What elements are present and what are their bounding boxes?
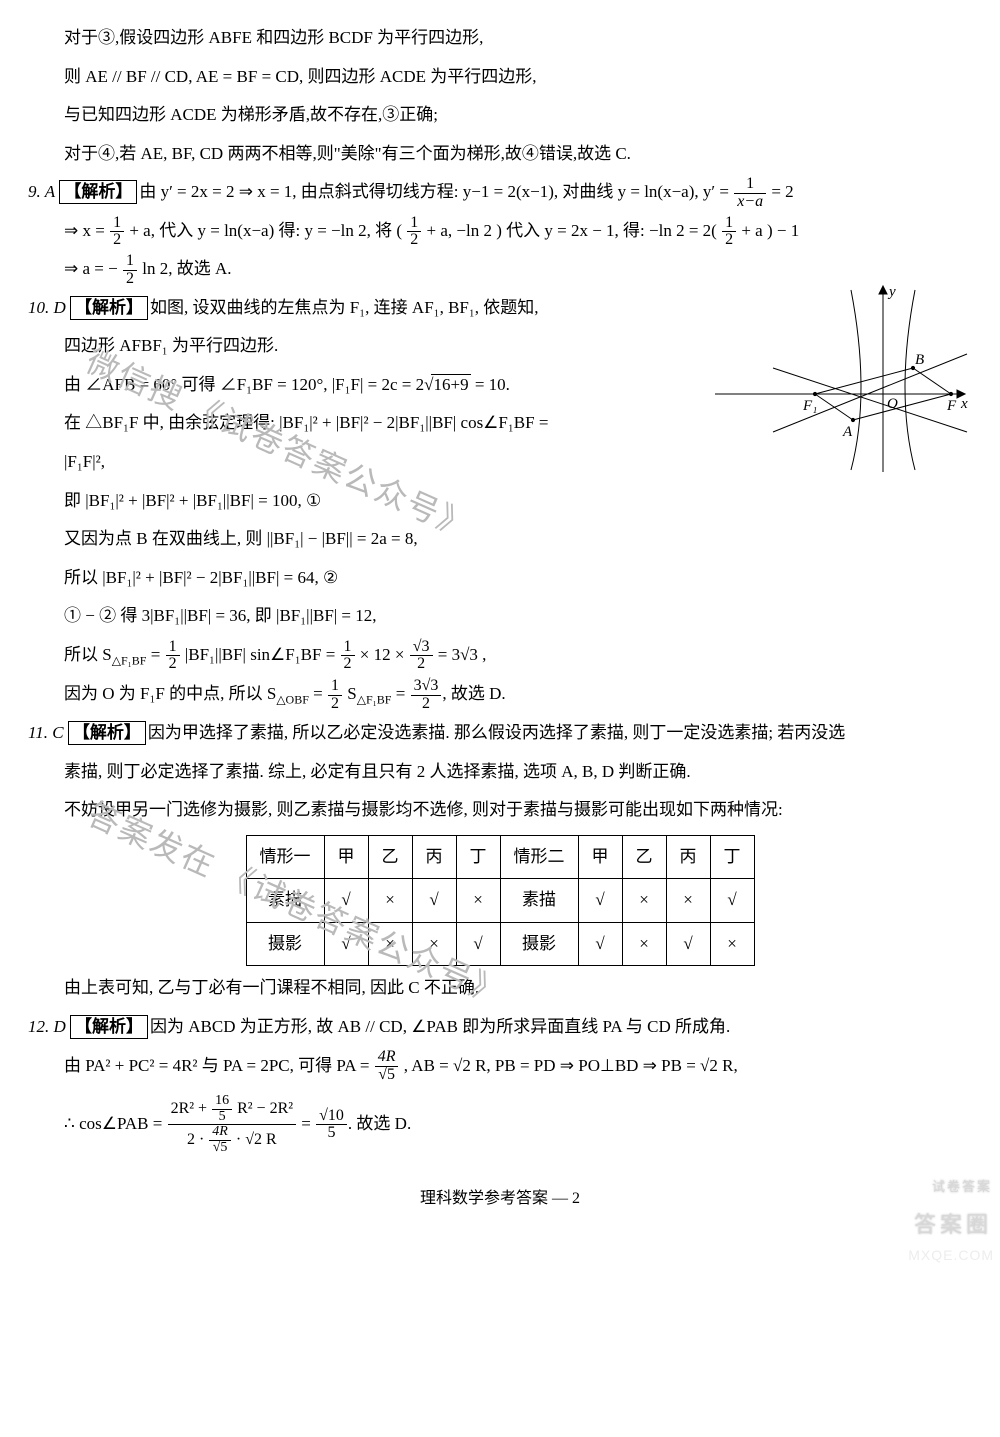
q9-frac2: 12 — [110, 215, 124, 250]
q9-line-3: ⇒ a = − 12 ln 2, 故选 A. — [28, 251, 972, 288]
analysis-label: 【解析】 — [70, 296, 148, 320]
fig-label-b: B — [915, 352, 924, 368]
q9-frac3: 12 — [123, 253, 137, 288]
pre-line-2: 则 AE // BF // CD, AE = BF = CD, 则四边形 ACD… — [28, 59, 972, 96]
q10-line-5: |F₁F|², — [28, 444, 708, 481]
q11-table: 情形一甲乙丙丁 情形二甲乙丙丁 素描√×√× 素描√××√ 摄影√××√ 摄影√… — [246, 835, 755, 967]
q10-line-11: 因为 O 为 F₁F 的中点, 所以 S△OBF = 12 S△F₁BF = 3… — [28, 676, 972, 713]
axis-x-label: x — [960, 396, 968, 412]
q10-line-10: 所以 S△F₁BF = 12 |BF₁||BF| sin∠F₁BF = 12 ×… — [28, 637, 972, 674]
q10-line-1: 10. D 【解析】如图, 设双曲线的左焦点为 F₁, 连接 AF₁, BF₁,… — [28, 290, 708, 327]
q11-line-1: 11. C 【解析】因为甲选择了素描, 所以乙必定没选素描. 那么假设丙选择了素… — [28, 715, 972, 752]
q10-line-8: 所以 |BF₁|² + |BF|² − 2|BF₁||BF| = 64, ② — [28, 560, 972, 597]
q12-line-1: 12. D 【解析】因为 ABCD 为正方形, 故 AB // CD, ∠PAB… — [28, 1009, 972, 1046]
q12-number: 12. D — [28, 1017, 66, 1036]
q11-line-3: 不妨设甲另一门选修为摄影, 则乙素描与摄影均不选修, 则对于素描与摄影可能出现如… — [28, 792, 972, 829]
q9-number: 9. A — [28, 182, 55, 201]
q9-line-2: ⇒ x = 12 + a, 代入 y = ln(x−a) 得: y = −ln … — [28, 213, 972, 250]
q10-number: 10. D — [28, 298, 66, 317]
watermark-site-icon: MXQE.COM — [908, 1240, 994, 1270]
q11-line-2: 素描, 则丁必定选择了素描. 综上, 必定有且只有 2 人选择素描, 选项 A,… — [28, 754, 972, 791]
q10-line-4: 在 △BF₁F 中, 由余弦定理得: |BF₁|² + |BF|² − 2|BF… — [28, 405, 708, 442]
q11-number: 11. C — [28, 723, 64, 742]
q9-frac2b: 12 — [407, 215, 421, 250]
pre-line-1: 对于③,假设四边形 ABFE 和四边形 BCDF 为平行四边形, — [28, 20, 972, 57]
sqrt-icon: 16+9 — [424, 367, 470, 404]
fig-label-f: F — [946, 398, 957, 414]
q10-figure: y x F₁ A O B F — [715, 284, 970, 474]
q10-line-2: 四边形 AFBF₁ 为平行四边形. — [28, 328, 708, 365]
analysis-label: 【解析】 — [70, 1015, 148, 1039]
pre-line-3: 与已知四边形 ACDE 为梯形矛盾,故不存在,③正确; — [28, 97, 972, 134]
analysis-label: 【解析】 — [68, 721, 146, 745]
q9-frac2c: 12 — [722, 215, 736, 250]
table-header-row: 情形一甲乙丙丁 情形二甲乙丙丁 — [246, 835, 754, 879]
fig-label-a: A — [842, 424, 853, 440]
page-footer: 理科数学参考答案 — 2 — [28, 1182, 972, 1216]
q9-frac1: 1x−a — [734, 176, 766, 211]
q10-line-9: ① − ② 得 3|BF₁||BF| = 36, 即 |BF₁||BF| = 1… — [28, 598, 972, 635]
q9-text-1a: 由 y′ = 2x = 2 ⇒ x = 1, 由点斜式得切线方程: y−1 = … — [139, 182, 733, 201]
pre-line-4: 对于④,若 AE, BF, CD 两两不相等,则"美除"有三个面为梯形,故④错误… — [28, 136, 972, 173]
table-row: 素描√×√× 素描√××√ — [246, 879, 754, 923]
q10-line-6: 即 |BF₁|² + |BF|² + |BF₁||BF| = 100, ① — [28, 483, 972, 520]
q11-line-4: 由上表可知, 乙与丁必有一门课程不相同, 因此 C 不正确. — [28, 970, 972, 1007]
axis-y-label: y — [887, 284, 896, 300]
analysis-label: 【解析】 — [59, 180, 137, 204]
table-row: 摄影√××√ 摄影√×√× — [246, 922, 754, 966]
watermark-corner-icon: 试卷答案 答案圈 — [914, 1173, 992, 1248]
q12-big-fraction: 2R² + 165 R² − 2R² 2 · 4R√5 · √2 R — [168, 1094, 296, 1156]
q12-line-2: 由 PA² + PC² = 4R² 与 PA = 2PC, 可得 PA = 4R… — [28, 1048, 972, 1085]
q10-line-3: 由 ∠AFB = 60° 可得 ∠F₁BF = 120°, |F₁F| = 2c… — [28, 367, 708, 404]
q9-line-1: 9. A 【解析】由 y′ = 2x = 2 ⇒ x = 1, 由点斜式得切线方… — [28, 174, 972, 211]
fig-label-f1: F₁ — [802, 398, 817, 414]
q10-line-7: 又因为点 B 在双曲线上, 则 ||BF₁| − |BF|| = 2a = 8, — [28, 521, 972, 558]
fig-label-o: O — [887, 396, 898, 412]
q12-line-3: ∴ cos∠PAB = 2R² + 165 R² − 2R² 2 · 4R√5 … — [28, 1094, 972, 1156]
q9-text-1b: = 2 — [767, 182, 794, 201]
